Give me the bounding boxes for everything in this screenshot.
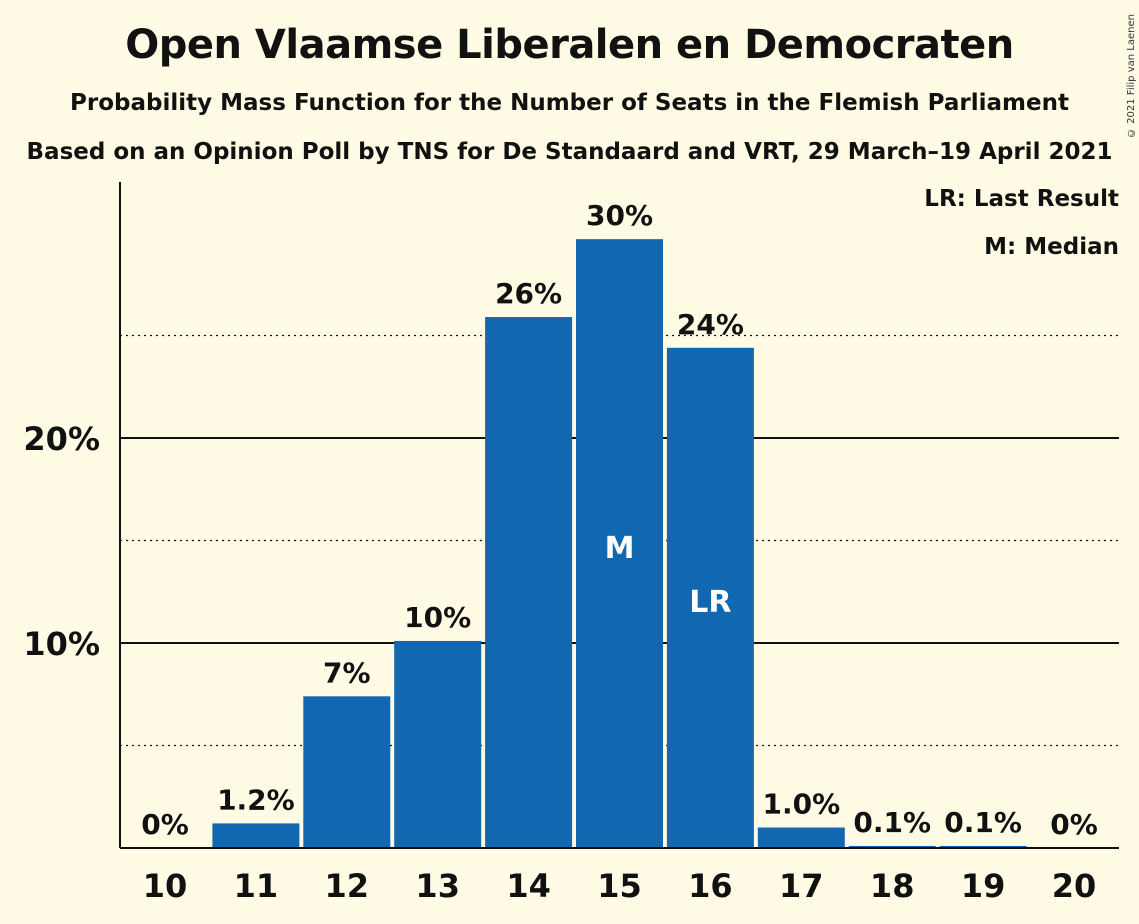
bar — [666, 347, 754, 848]
bar — [485, 317, 573, 848]
chart-source-subtitle: Based on an Opinion Poll by TNS for De S… — [26, 139, 1113, 165]
x-tick-label: 18 — [870, 867, 915, 905]
bar — [394, 640, 482, 848]
bar — [757, 827, 845, 848]
bar-value-label: 26% — [495, 277, 562, 310]
x-tick-label: 16 — [688, 867, 733, 905]
bar-value-label: 0% — [141, 808, 189, 841]
y-tick-label: 10% — [23, 625, 100, 663]
chart-subtitle: Probability Mass Function for the Number… — [70, 90, 1069, 116]
bar-value-label: 1.0% — [762, 788, 840, 821]
last-result-marker: LR — [689, 585, 731, 620]
bar — [303, 696, 391, 848]
legend-last-result: LR: Last Result — [924, 186, 1119, 212]
x-tick-label: 15 — [597, 867, 642, 905]
bar-value-label: 0.1% — [944, 806, 1022, 839]
x-tick-label: 20 — [1052, 867, 1097, 905]
median-marker: M — [605, 531, 635, 566]
x-tick-label: 19 — [961, 867, 1006, 905]
bar — [212, 823, 300, 848]
x-tick-label: 13 — [415, 867, 460, 905]
bar — [939, 845, 1027, 848]
bar-value-label: 10% — [404, 601, 471, 634]
bar-value-label: 30% — [586, 199, 653, 232]
x-tick-label: 14 — [506, 867, 551, 905]
x-tick-label: 11 — [234, 867, 279, 905]
bar-value-label: 1.2% — [217, 783, 295, 816]
bar — [576, 239, 663, 848]
x-tick-label: 17 — [779, 867, 824, 905]
bar — [848, 845, 936, 848]
x-tick-label: 10 — [143, 867, 188, 905]
x-tick-label: 12 — [325, 867, 370, 905]
bar-value-label: 0.1% — [853, 806, 931, 839]
bar-value-label: 7% — [323, 656, 371, 689]
bar-value-label: 24% — [677, 308, 744, 341]
y-tick-label: 20% — [23, 420, 100, 458]
legend-median: M: Median — [984, 234, 1119, 260]
chart-title: Open Vlaamse Liberalen en Democraten — [125, 22, 1014, 68]
bar-value-label: 0% — [1050, 808, 1098, 841]
